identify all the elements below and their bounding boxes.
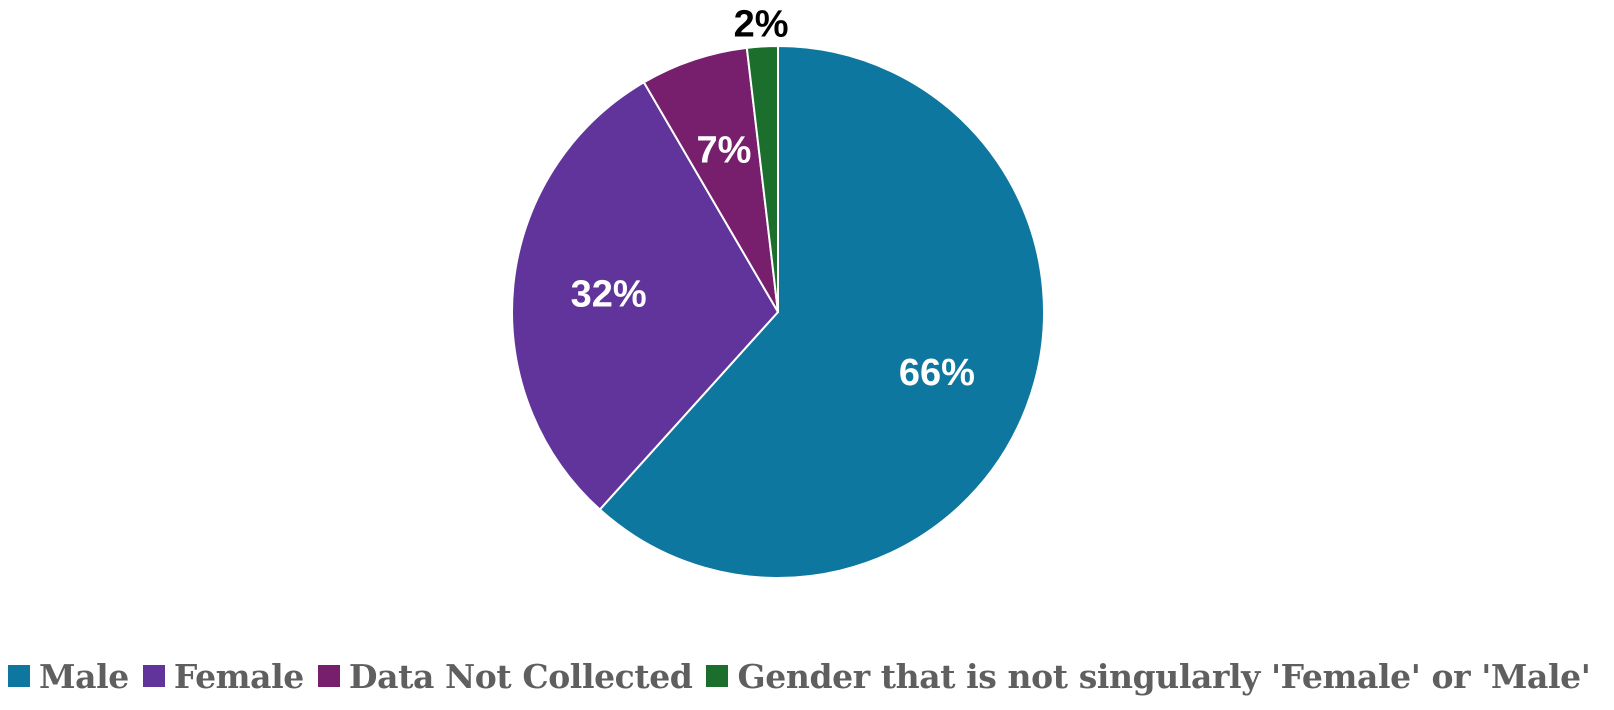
data-label-data-not-collected: 7%: [697, 130, 752, 172]
legend-item-male: Male: [8, 657, 129, 696]
pie-data-labels: 66% 32% 7% 2%: [571, 3, 975, 394]
legend-label-data-not-collected: Data Not Collected: [348, 656, 693, 696]
pie-slice-female: [511, 81, 779, 511]
legend-label-other-gender: Gender that is not singularly 'Female' o…: [737, 656, 1591, 696]
pie-slices: [511, 45, 1045, 579]
legend-item-data-not-collected: Data Not Collected: [317, 656, 693, 696]
data-label-gender-that-is-not-singularly-female-or-male: 2%: [734, 3, 789, 45]
data-label-female: 32%: [571, 274, 647, 316]
legend-swatch-data-not-collected: [317, 665, 340, 687]
pie-slice-data-not-collected: [642, 46, 779, 313]
legend-label-male: Male: [39, 656, 129, 696]
legend-swatch-female: [142, 665, 165, 687]
pie-slice-gender-that-is-not-singularly-female-or-male: [745, 45, 779, 313]
legend-item-other-gender: Gender that is not singularly 'Female' o…: [706, 656, 1591, 696]
legend-swatch-other-gender: [706, 665, 729, 687]
legend-label-female: Female: [173, 656, 304, 696]
pie-slice-male: [598, 45, 1045, 579]
legend-swatch-male: [8, 665, 30, 687]
data-label-male: 66%: [899, 352, 975, 394]
chart-legend: Male Female Data Not Collected Gender th…: [8, 654, 1591, 698]
legend-item-female: Female: [142, 656, 304, 696]
